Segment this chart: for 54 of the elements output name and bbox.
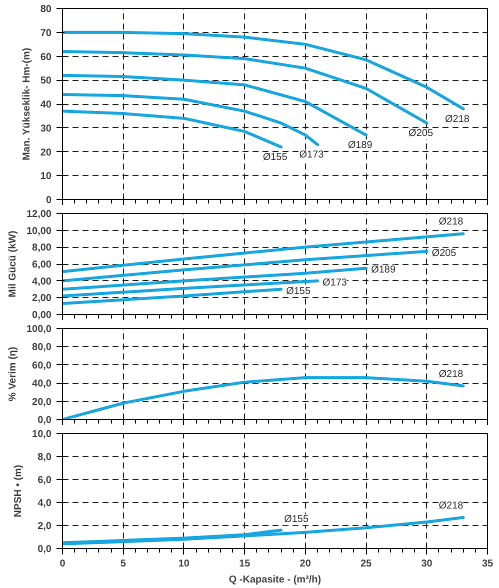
series-label: Ø173 [299, 150, 324, 161]
y-axis-title: Man. Yükseklik- Hm-(m) [21, 48, 32, 160]
y-tick-label: 6,0 [38, 475, 52, 486]
series-label: Ø189 [348, 140, 373, 152]
series-label: Ø205 [408, 128, 434, 140]
y-tick-label: 60 [40, 52, 52, 63]
x-axis-title: Q -Kapasite - (m³/h) [228, 574, 322, 586]
y-tick-label: 12,00 [26, 209, 52, 220]
y-tick-label: 0,0 [38, 544, 52, 555]
series-label: Ø218 [438, 500, 464, 512]
x-tick-label: 10 [178, 558, 190, 570]
series-label: Ø155 [286, 286, 311, 297]
series-label: Ø218 [438, 368, 464, 380]
y-tick-label: 10,0 [32, 429, 52, 440]
y-tick-label: 0,00 [32, 310, 52, 321]
y-tick-label: 100,0 [26, 324, 52, 335]
y-tick-label: 40 [40, 100, 52, 110]
x-tick-label: 30 [421, 558, 433, 570]
y-tick-label: 50 [40, 76, 52, 87]
x-tick-label: 15 [239, 558, 251, 570]
y-tick-label: 70 [40, 28, 52, 39]
y-tick-label: 0,0 [38, 415, 52, 426]
y-tick-label: 6,00 [32, 260, 52, 270]
y-tick-label: 30 [40, 123, 52, 134]
y-tick-label: 10 [40, 171, 52, 182]
y-tick-label: 0 [46, 195, 52, 206]
y-tick-label: 80 [40, 4, 52, 15]
y-tick-label: 80,0 [32, 342, 52, 354]
series-label: Ø218 [444, 114, 470, 125]
series-label: Ø218 [438, 216, 464, 228]
y-tick-label: 4,00 [32, 276, 52, 288]
x-tick-label: 35 [482, 558, 494, 570]
y-axis-title: NPSH • (m) [13, 464, 24, 518]
y-tick-label: 8,00 [32, 242, 52, 254]
x-tick-label: 5 [120, 558, 126, 570]
y-axis-title: % Verim (η) [7, 346, 18, 402]
y-axis-title: Mil Gücü (kW) [7, 230, 18, 298]
y-tick-label: 4,0 [38, 498, 52, 509]
y-tick-label: 40,0 [32, 378, 52, 390]
x-tick-label: 25 [360, 558, 372, 570]
x-tick-label: 0 [60, 558, 66, 570]
y-tick-label: 2,0 [38, 521, 52, 532]
y-tick-label: 60,0 [32, 360, 52, 372]
series-label: Ø189 [371, 264, 396, 276]
series-label: Ø205 [432, 248, 457, 259]
y-tick-label: 8,0 [38, 452, 52, 463]
series-label: Ø173 [322, 277, 348, 288]
y-tick-label: 20,0 [32, 396, 52, 408]
series-label: Ø155 [284, 514, 309, 526]
x-tick-label: 20 [300, 558, 312, 570]
y-tick-label: 2,00 [32, 293, 52, 304]
series-label: Ø155 [262, 152, 288, 163]
y-tick-label: 20 [40, 147, 52, 158]
y-tick-label: 10,00 [26, 226, 52, 237]
